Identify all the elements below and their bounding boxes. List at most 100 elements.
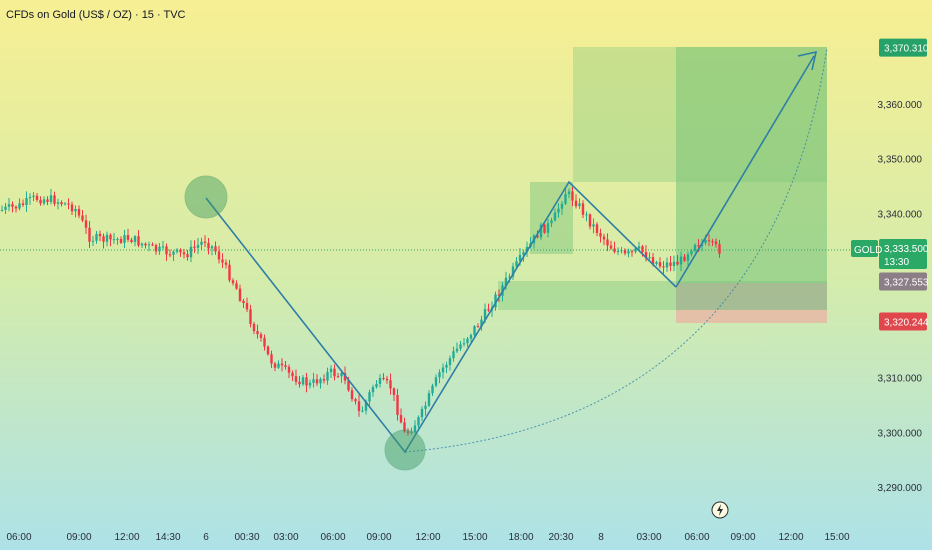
target-price-badge [879,38,927,57]
candle-body [669,262,672,266]
candle-body [116,238,119,240]
candle-body [686,254,690,261]
candle-body [441,367,445,373]
candle-body [46,199,49,202]
candle-body [14,206,18,209]
stop-price-badge [879,312,927,331]
candle-body [168,254,172,256]
candle-body [63,203,67,205]
candle-body [179,249,182,253]
candle-body [403,422,406,432]
candle-body [84,220,88,228]
candle-body [340,373,343,377]
candle-body [77,208,81,216]
candle-body [235,283,238,289]
candle-body [672,261,676,266]
candle-body [480,319,483,327]
candle-body [455,348,459,352]
candle-body [399,414,403,423]
candle-body [420,408,424,418]
y-axis-tick: 3,290.000 [878,483,923,494]
candle-body [361,410,364,412]
candle-body [28,196,32,199]
support-zone [498,281,827,310]
y-axis-tick: 3,360.000 [878,100,923,111]
projection-arc [404,47,828,453]
candle-body [560,203,564,209]
candle-body [277,363,280,368]
candle-body [49,195,53,202]
candle-body [11,204,14,207]
candle-body [42,199,46,204]
candle-body [497,294,501,296]
candle-body [553,212,557,221]
x-axis-tick: 06:00 [6,532,31,543]
candle-body [515,261,518,267]
candle-body [319,379,322,384]
candle-body [364,401,368,411]
candle-body [158,246,161,252]
x-axis-tick: 14:30 [155,532,180,543]
candle-body [151,244,154,246]
candle-body [242,300,245,304]
candle-body [256,331,259,335]
candle-body [112,239,116,241]
candle-body [32,195,35,197]
candle-body [658,262,662,267]
candle-body [35,195,39,200]
candle-body [413,425,417,433]
candle-body [98,233,102,237]
candle-body [182,252,186,255]
candle-body [196,244,200,248]
candle-body [406,431,410,433]
candle-body [623,250,627,254]
candle-body [466,338,469,344]
candle-body [539,224,543,238]
candle-body [424,405,427,409]
candle-body [396,395,399,415]
candle-body [462,343,466,345]
candle-body [147,244,151,246]
candle-body [326,371,329,381]
x-axis-tick: 8 [598,532,604,543]
candle-body [385,378,389,381]
candle-body [357,401,361,412]
candle-body [714,241,718,245]
candle-body [522,252,525,256]
candle-body [53,195,56,204]
candle-body [606,239,609,246]
candle-body [550,220,553,224]
candle-body [123,235,126,243]
candle-body [238,288,242,301]
candle-body [221,259,224,263]
candle-body [343,373,347,381]
x-axis-tick: 06:00 [684,532,709,543]
candle-body [564,194,567,204]
candle-body [613,248,616,252]
x-axis-tick: 18:00 [508,532,533,543]
candle-body [284,365,287,367]
candle-body [140,243,144,246]
current-price-badge [879,238,927,269]
candle-body [518,255,522,262]
x-axis-tick: 06:00 [320,532,345,543]
x-axis-tick: 03:00 [273,532,298,543]
candle-body [133,236,137,243]
candle-body [329,368,333,372]
candle-body [641,246,644,252]
candle-body [252,323,256,332]
candle-body [609,245,613,249]
candle-body [193,246,196,248]
candle-body [389,380,392,389]
chart-title: CFDs on Gold (US$ / OZ) · 15 · TVC [6,9,186,21]
candle-body [665,262,669,268]
candle-body [431,385,434,394]
candle-body [557,208,560,213]
candle-body [322,379,326,381]
candle-body [508,276,511,278]
candle-body [308,382,312,386]
candle-body [707,240,711,242]
candle-body [417,417,420,426]
